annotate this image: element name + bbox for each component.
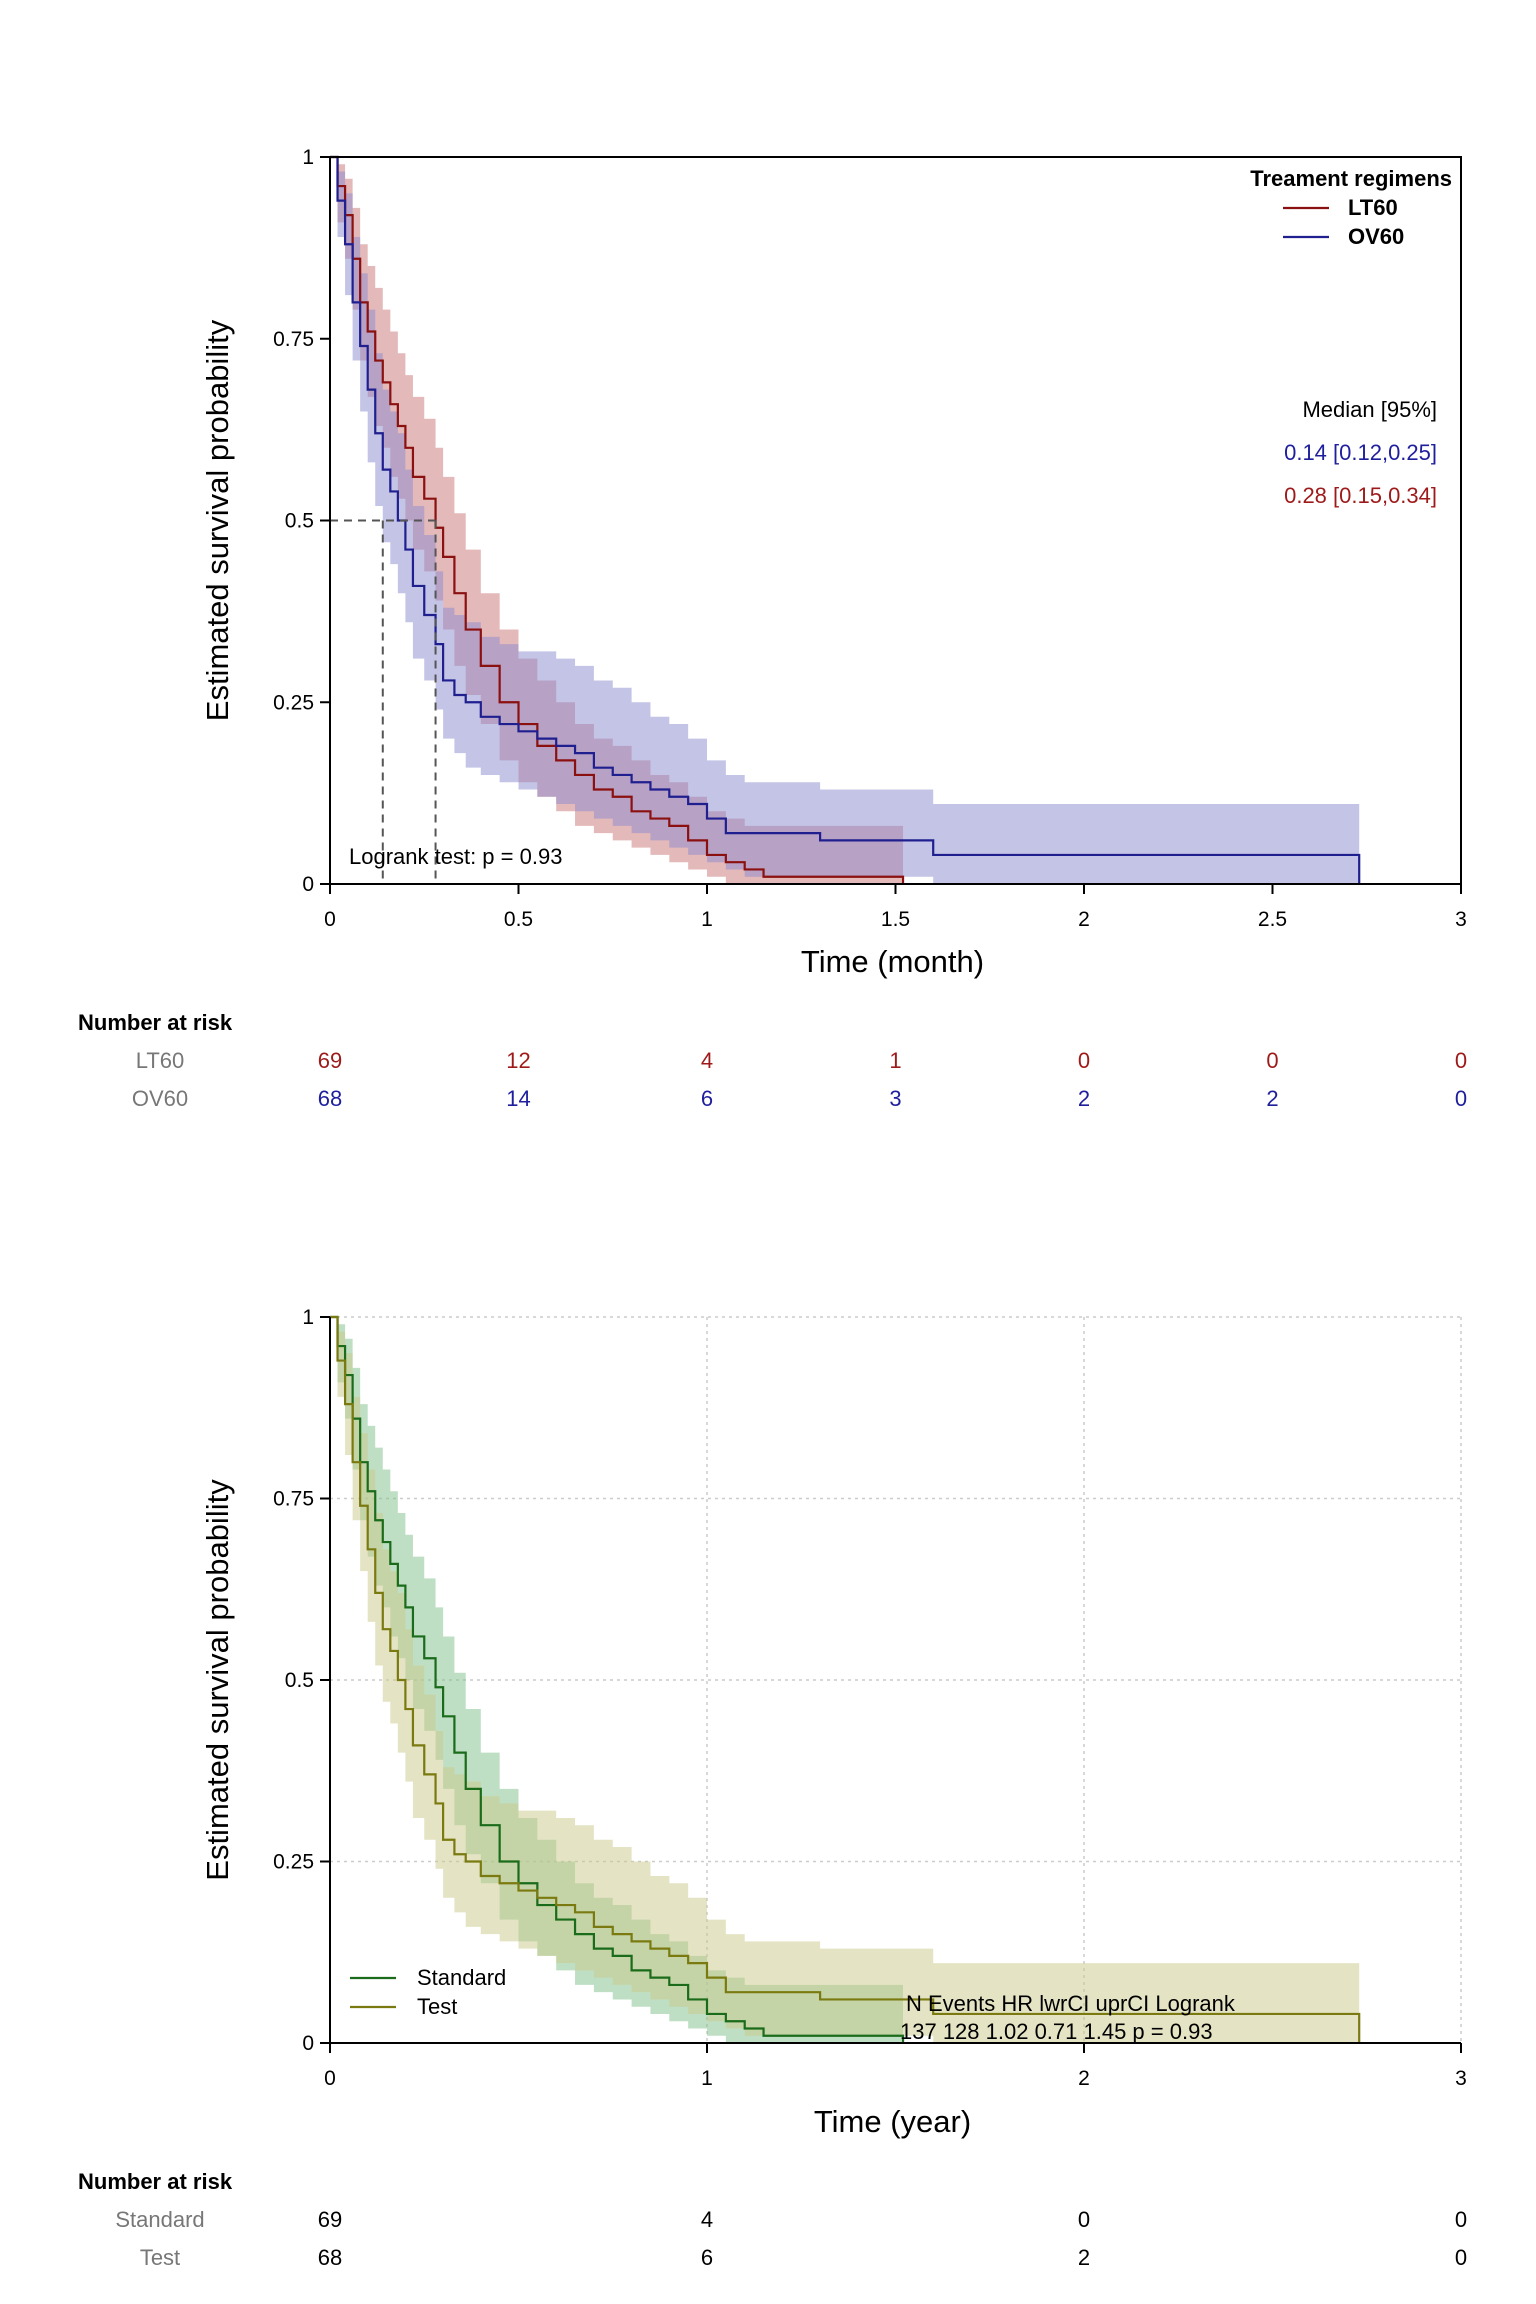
legend-label: OV60 [1348,224,1404,249]
x-axis-title: Time (month) [801,944,984,979]
risk-value: 0 [1455,2207,1467,2232]
x-tick-label: 1 [701,2067,713,2090]
x-tick-label: 1.5 [881,908,910,931]
y-tick-label: 0 [302,873,314,896]
risk-row-label: OV60 [132,1086,188,1111]
risk-value: 0 [1455,2245,1467,2270]
x-tick-label: 2.5 [1258,908,1287,931]
confidence-band-standard [330,1317,904,2043]
chart-2: 0 0.25 0.5 0.75 1 0 1 2 3 Time (year) Estimated su… [78,1306,1467,2270]
y-tick-label: 1 [302,1306,314,1329]
x-tick-label: 1 [701,908,713,931]
x-tick-label: 0 [324,908,336,931]
risk-value: 69 [318,1048,342,1073]
survival-curve-standard [330,1315,905,2043]
risk-value: 0 [1078,2207,1090,2232]
y-tick-label: 0.75 [273,1488,314,1511]
x-axis-title: Time (year) [814,2104,971,2139]
survival-curve-lt60 [330,155,905,884]
chart-1: 0 0.25 0.5 0.75 1 0 0.5 1 1.5 2 2.5 3 Time (month) Es… [78,146,1467,1111]
risk-value: 2 [1078,2245,1090,2270]
y-tick-label: 1 [302,146,314,169]
y-tick-label: 0.5 [285,1669,314,1692]
y-axis-title: Estimated survival probability [200,319,235,721]
x-tick-label: 0.5 [504,908,533,931]
risk-value: 0 [1078,1048,1090,1073]
legend-title: Treament regimens [1250,166,1452,191]
risk-value: 1 [889,1048,901,1073]
y-tick-label: 0.75 [273,328,314,351]
risk-value: 69 [318,2207,342,2232]
survival-curve-test [330,1315,1361,2043]
confidence-band-lt60 [330,157,904,884]
y-tick-label: 0.25 [273,691,314,714]
risk-value: 68 [318,1086,342,1111]
legend-label: LT60 [1348,195,1398,220]
y-tick-label: 0.25 [273,1851,314,1874]
risk-value: 2 [1078,1086,1090,1111]
median-value: 0.28 [0.15,0.34] [1284,483,1437,508]
y-axis-title: Estimated survival probability [200,1479,235,1881]
x-tick-label: 3 [1455,2067,1467,2090]
risk-value: 12 [506,1048,530,1073]
risk-value: 14 [506,1086,530,1111]
risk-value: 6 [701,1086,713,1111]
stats-table-row: 137 128 1.02 0.71 1.45 p = 0.93 [900,2019,1213,2044]
risk-value: 0 [1455,1086,1467,1111]
x-tick-label: 2 [1078,908,1090,931]
risk-value: 6 [701,2245,713,2270]
legend-label: Test [417,1994,457,2019]
y-tick-label: 0 [302,2032,314,2055]
risk-row-label: LT60 [136,1048,185,1073]
risk-value: 3 [889,1086,901,1111]
y-tick-label: 0.5 [285,510,314,533]
risk-table-title: Number at risk [78,2169,233,2194]
risk-value: 0 [1266,1048,1278,1073]
risk-value: 0 [1455,1048,1467,1073]
x-tick-label: 3 [1455,908,1467,931]
stats-table-header: N Events HR lwrCI uprCI Logrank [906,1991,1236,2016]
risk-value: 68 [318,2245,342,2270]
confidence-band-test [330,1317,1360,2043]
logrank-annotation: Logrank test: p = 0.93 [349,844,562,869]
risk-row-label: Standard [115,2207,204,2232]
confidence-band-ov60 [330,157,1360,884]
survival-curve-ov60 [330,155,1361,884]
risk-table-title: Number at risk [78,1010,233,1035]
risk-row-label: Test [140,2245,180,2270]
risk-value: 2 [1266,1086,1278,1111]
risk-value: 4 [701,1048,713,1073]
median-value: 0.14 [0.12,0.25] [1284,440,1437,465]
x-tick-label: 0 [324,2067,336,2090]
risk-value: 4 [701,2207,713,2232]
median-title: Median [95%] [1302,397,1437,422]
legend-label: Standard [417,1965,506,1990]
x-tick-label: 2 [1078,2067,1090,2090]
